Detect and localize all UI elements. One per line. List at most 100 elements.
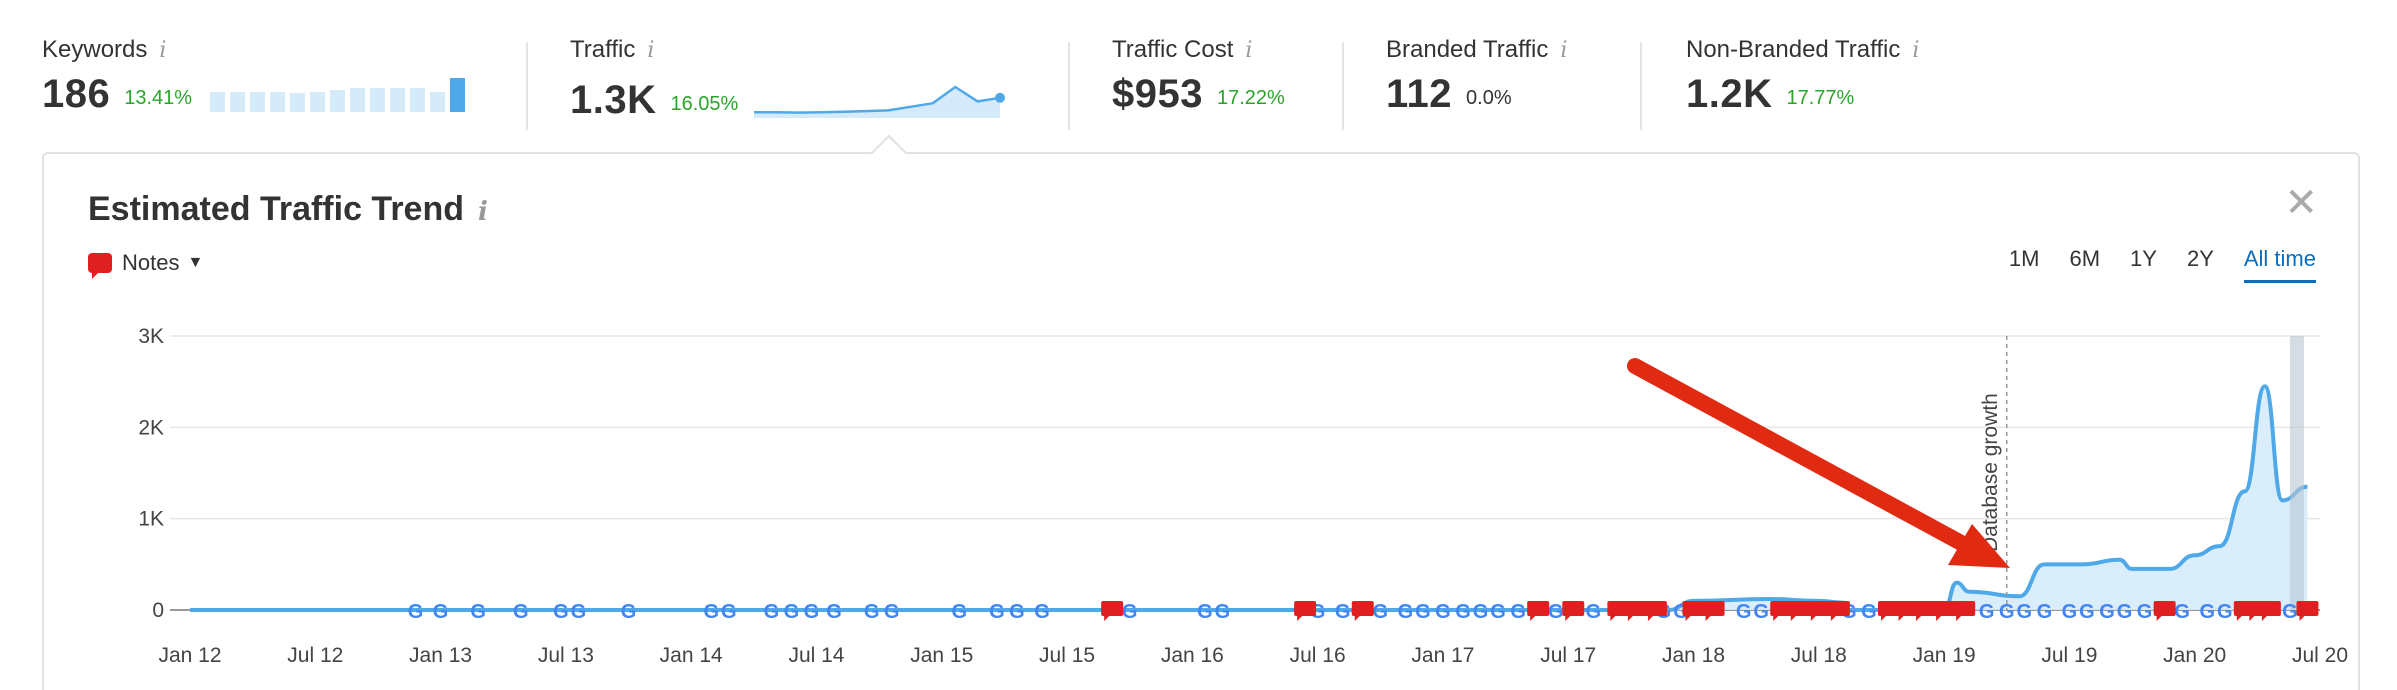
note-icon[interactable] [1682, 601, 1705, 621]
google-update-icon[interactable]: G [1753, 601, 1769, 623]
google-update-icon[interactable]: G [764, 601, 780, 623]
note-icon[interactable] [1827, 601, 1850, 621]
note-icon[interactable] [1933, 601, 1956, 621]
google-update-icon[interactable]: G [721, 601, 737, 623]
google-update-icon[interactable]: G [1435, 601, 1451, 623]
note-icon[interactable] [2153, 601, 2176, 621]
info-icon[interactable]: i [478, 197, 488, 227]
google-update-icon[interactable]: G [553, 601, 569, 623]
metric-non-branded-traffic[interactable]: Non-Branded Traffic i 1.2K 17.77% [1686, 36, 1919, 136]
info-icon[interactable]: i [1912, 38, 1920, 63]
range-tab-6m[interactable]: 6M [2069, 246, 2101, 271]
google-update-icon[interactable]: G [433, 601, 449, 623]
google-update-icon[interactable]: G [2017, 601, 2033, 623]
google-update-icon[interactable]: G [804, 601, 820, 623]
note-icon[interactable] [1562, 601, 1585, 621]
google-update-icon[interactable]: G [864, 601, 880, 623]
google-update-icon[interactable]: G [1861, 601, 1877, 623]
google-update-icon[interactable]: G [1335, 601, 1351, 623]
google-update-icon[interactable]: G [2217, 601, 2233, 623]
google-update-icon[interactable]: G [952, 601, 968, 623]
info-icon[interactable]: i [1560, 38, 1568, 63]
note-icon[interactable] [1607, 601, 1630, 621]
google-update-icon[interactable]: G [2099, 601, 2115, 623]
info-icon[interactable]: i [647, 38, 655, 63]
note-icon[interactable] [1624, 601, 1647, 621]
y-tick-label: 1K [138, 508, 164, 531]
note-icon[interactable] [1351, 601, 1374, 621]
google-update-icon[interactable]: G [2174, 601, 2190, 623]
x-tick-label: Jul 18 [1791, 644, 1847, 667]
google-update-icon[interactable]: G [408, 601, 424, 623]
google-update-icon[interactable]: G [1034, 601, 1050, 623]
metric-keywords[interactable]: Keywords i 186 13.41% [42, 36, 470, 136]
google-update-icon[interactable]: G [1586, 601, 1602, 623]
google-update-icon[interactable]: G [1490, 601, 1506, 623]
note-icon[interactable] [1702, 601, 1725, 621]
metric-traffic-cost[interactable]: Traffic Cost i $953 17.22% [1112, 36, 1285, 136]
info-icon[interactable]: i [159, 38, 167, 63]
google-update-icon[interactable]: G [1009, 601, 1025, 623]
google-update-icon[interactable]: G [621, 601, 637, 623]
google-update-icon[interactable]: G [2062, 601, 2078, 623]
note-icon[interactable] [2296, 601, 2319, 621]
google-update-icon[interactable]: G [1415, 601, 1431, 623]
google-update-icon[interactable]: G [1215, 601, 1231, 623]
google-update-icon[interactable]: G [1548, 601, 1564, 623]
google-update-icon[interactable]: G [513, 601, 529, 623]
note-icon[interactable] [1787, 601, 1810, 621]
google-update-icon[interactable]: G [1473, 601, 1489, 623]
note-icon[interactable] [1807, 601, 1830, 621]
google-update-icon[interactable]: G [1979, 601, 1995, 623]
note-icon[interactable] [1770, 601, 1793, 621]
note-icon[interactable] [1877, 601, 1900, 621]
google-update-icon[interactable]: G [1373, 601, 1389, 623]
red-arrow-annotation [1627, 358, 2010, 568]
note-icon[interactable] [1913, 601, 1936, 621]
metric-label-text: Traffic [570, 36, 636, 63]
google-update-icon[interactable]: G [1122, 601, 1138, 623]
x-tick-label: Jan 13 [409, 644, 472, 667]
google-update-icon[interactable]: G [826, 601, 842, 623]
google-update-icon[interactable]: G [1455, 601, 1471, 623]
metric-non-branded-traffic-value: 1.2K [1686, 72, 1773, 116]
google-update-icon[interactable]: G [2079, 601, 2095, 623]
note-icon[interactable] [2258, 601, 2281, 621]
range-tab-all-time[interactable]: All time [2243, 246, 2316, 283]
google-update-icon[interactable]: G [1510, 601, 1526, 623]
note-icon[interactable] [1953, 601, 1976, 621]
keywords-mini-bar [390, 88, 406, 112]
info-icon[interactable]: i [1245, 38, 1253, 63]
note-icon[interactable] [1101, 601, 1124, 621]
range-tab-1y[interactable]: 1Y [2130, 246, 2157, 271]
metric-traffic[interactable]: Traffic i 1.3K 16.05% [570, 36, 1012, 136]
google-update-icon[interactable]: G [2137, 601, 2153, 623]
google-update-icon[interactable]: G [884, 601, 900, 623]
metric-label-text: Keywords [42, 36, 148, 63]
google-update-icon[interactable]: G [2037, 601, 2053, 623]
x-tick-label: Jul 16 [1290, 644, 1346, 667]
google-update-icon[interactable]: G [1398, 601, 1414, 623]
notes-dropdown[interactable]: Notes ▼ [88, 250, 203, 279]
google-update-icon[interactable]: G [1736, 601, 1752, 623]
range-tab-2y[interactable]: 2Y [2186, 246, 2214, 271]
note-icon[interactable] [1527, 601, 1550, 621]
close-icon[interactable]: ✕ [2284, 181, 2318, 225]
sparkline-line [754, 85, 1001, 114]
note-icon[interactable] [1294, 601, 1317, 621]
google-update-icon[interactable]: G [1197, 601, 1213, 623]
google-update-icon[interactable]: G [784, 601, 800, 623]
note-icon[interactable] [1644, 601, 1667, 621]
google-update-icon[interactable]: G [470, 601, 486, 623]
note-icon[interactable] [1895, 601, 1918, 621]
google-update-icon[interactable]: G [2282, 601, 2298, 623]
google-update-icon[interactable]: G [1999, 601, 2015, 623]
metric-branded-traffic[interactable]: Branded Traffic i 112 0.0% [1386, 36, 1567, 136]
traffic-area [190, 386, 2308, 610]
google-update-icon[interactable]: G [571, 601, 587, 623]
range-tab-1m[interactable]: 1M [2008, 246, 2040, 271]
google-update-icon[interactable]: G [703, 601, 719, 623]
google-update-icon[interactable]: G [2117, 601, 2133, 623]
google-update-icon[interactable]: G [2199, 601, 2215, 623]
google-update-icon[interactable]: G [989, 601, 1005, 623]
